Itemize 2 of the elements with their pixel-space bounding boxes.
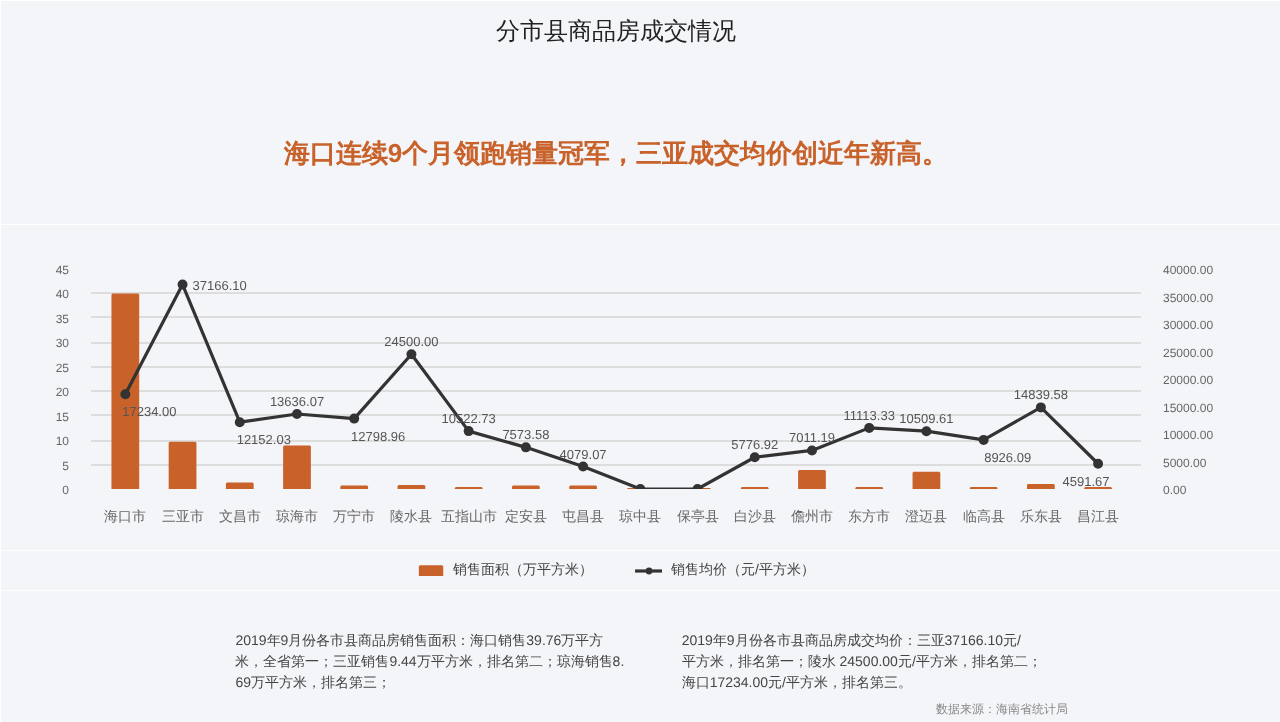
chart-subtitle: 海口连续9个月领跑销量冠军，三亚成交均价创近年新高。	[281, 138, 949, 168]
chart-title: 分市县商品房成交情况	[496, 17, 736, 45]
